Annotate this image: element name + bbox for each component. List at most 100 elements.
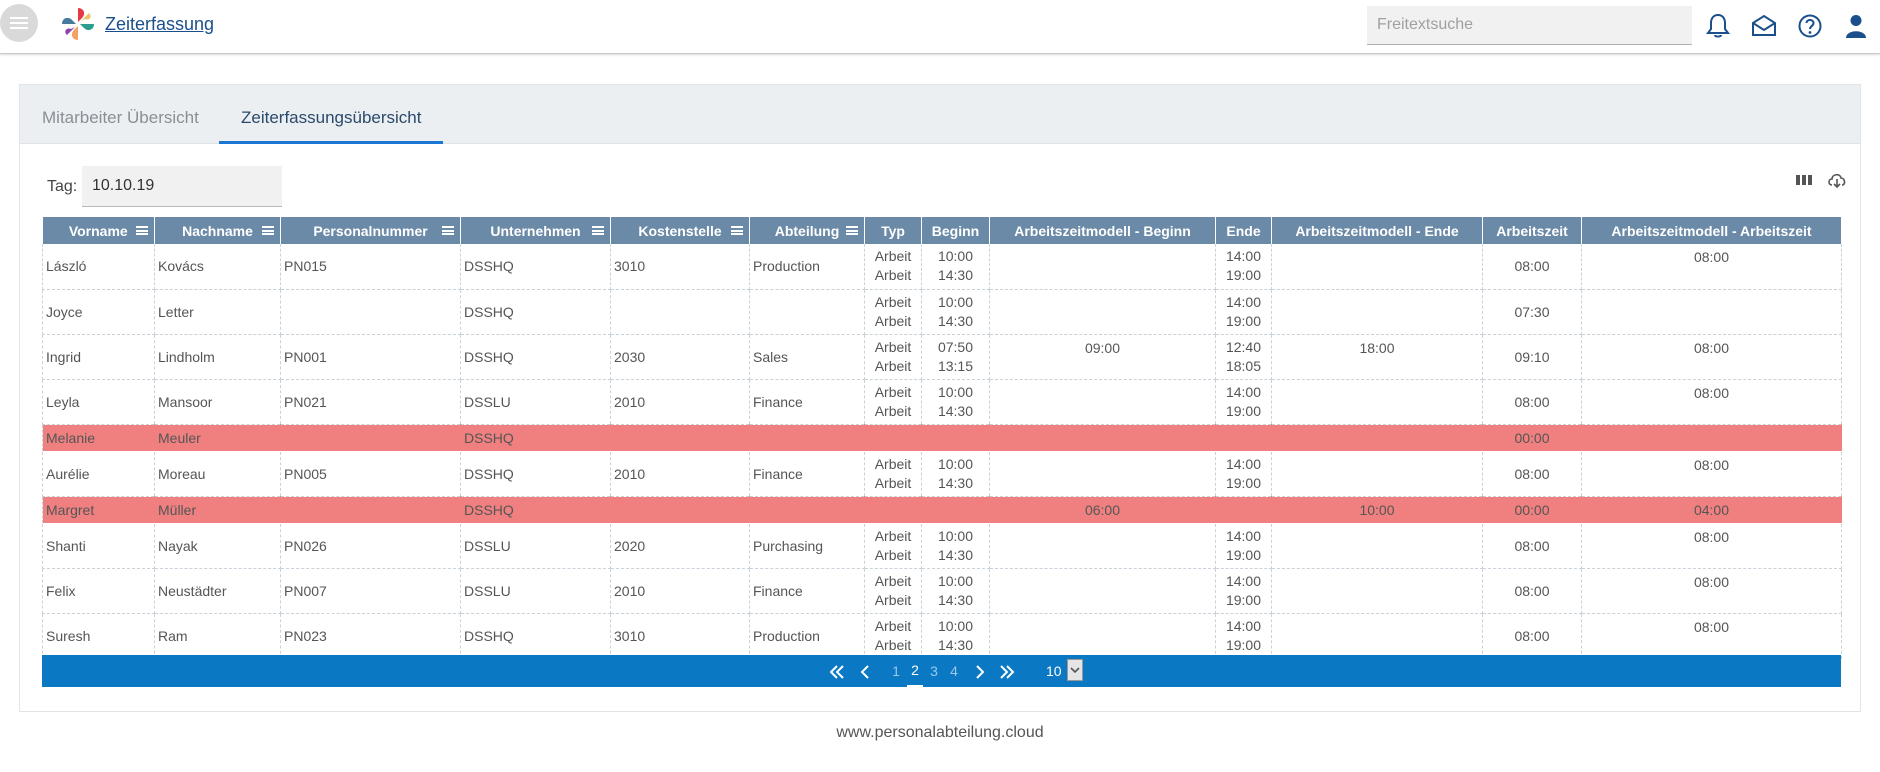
cell-azm-arbeitszeit — [1581, 289, 1842, 335]
table-row[interactable]: Suresh Ram PN023 DSSHQ 3010 Production Arbeit A… — [42, 613, 1842, 659]
search-input[interactable] — [1367, 6, 1692, 45]
cell-beginn: 10:00 14:30 — [921, 289, 990, 335]
page-2[interactable]: 2 — [907, 655, 923, 687]
column-header[interactable]: Personalnummer — [280, 217, 461, 244]
cell-ende: 14:00 19:00 — [1215, 451, 1272, 497]
cell-typ: Arbeit Arbeit — [864, 379, 922, 425]
cell-typ — [864, 496, 922, 524]
app-title[interactable]: Zeiterfassung — [105, 14, 215, 34]
prev-page-icon[interactable] — [857, 655, 873, 687]
column-header-label: Abteilung — [774, 222, 840, 239]
column-header-label: Arbeitszeitmodell - Ende — [1295, 222, 1459, 239]
footer-text: www.personalabteilung.cloud — [836, 724, 1044, 741]
column-header-label: Ende — [1226, 222, 1261, 239]
cell-beginn: 10:00 14:30 — [921, 523, 990, 569]
column-header[interactable]: Arbeitszeit — [1482, 217, 1582, 244]
cell-ende — [1215, 496, 1272, 524]
menu-icon[interactable] — [0, 4, 38, 42]
column-header[interactable]: Vorname — [42, 217, 155, 244]
column-header-label: Kostenstelle — [638, 222, 722, 239]
cell-unternehmen: DSSHQ — [460, 244, 611, 290]
cell-typ-line: Arbeit — [874, 338, 912, 355]
column-header[interactable]: Nachname — [154, 217, 281, 244]
cell-azm-ende — [1271, 613, 1483, 659]
tab-bar: Mitarbeiter Übersicht Zeiterfassungsüber… — [20, 85, 1860, 144]
user-icon[interactable] — [1842, 12, 1870, 40]
cell-beginn-line: 10:00 — [937, 248, 974, 265]
column-header[interactable]: Unternehmen — [460, 217, 611, 244]
column-header[interactable]: Beginn — [921, 217, 990, 244]
cell-azm-ende — [1271, 379, 1483, 425]
cell-kostenstelle: 2010 — [610, 568, 750, 614]
column-header[interactable]: Kostenstelle — [610, 217, 750, 244]
table-row[interactable]: Shanti Nayak PN026 DSSLU 2020 Purchasing Arbei… — [42, 523, 1842, 569]
table-row[interactable]: László Kovács PN015 DSSHQ 3010 Production Arbe… — [42, 244, 1842, 290]
last-page-icon[interactable] — [997, 655, 1017, 687]
cell-typ: Arbeit Arbeit — [864, 289, 922, 335]
cell-arbeitszeit: 08:00 — [1482, 568, 1582, 614]
cell-unternehmen: DSSHQ — [460, 424, 611, 452]
table-row[interactable]: Joyce Letter DSSHQ Arbeit Arbeit 10:00 14:30 14… — [42, 289, 1842, 335]
cell-nachname: Ram — [154, 613, 281, 659]
cell-nachname: Mansoor — [154, 379, 281, 425]
cell-typ-line: Arbeit — [874, 402, 912, 419]
column-header-label: Vorname — [68, 222, 128, 239]
cell-arbeitszeit: 08:00 — [1482, 523, 1582, 569]
columns-icon[interactable] — [1793, 169, 1815, 191]
cell-beginn-line: 14:30 — [937, 267, 974, 284]
cell-beginn-line: 14:30 — [937, 591, 974, 608]
pagination-bar: 1 2 3 4 10 — [42, 655, 1841, 687]
page-size-value[interactable]: 10 — [1046, 663, 1062, 679]
help-icon[interactable] — [1796, 12, 1824, 40]
column-header[interactable]: Arbeitszeitmodell - Beginn — [989, 217, 1216, 244]
first-page-icon[interactable] — [827, 655, 847, 687]
cell-nachname: Nayak — [154, 523, 281, 569]
next-page-icon[interactable] — [972, 655, 988, 687]
cell-ende: 14:00 19:00 — [1215, 379, 1272, 425]
tab-mitarbeiter-uebersicht[interactable]: Mitarbeiter Übersicht — [42, 108, 199, 127]
cell-azm-arbeitszeit: 08:00 — [1581, 244, 1842, 290]
cell-typ-line: Arbeit — [874, 383, 912, 400]
cell-azm-beginn — [989, 244, 1216, 290]
column-menu-icon[interactable] — [136, 226, 148, 235]
table-row[interactable]: Margret Müller DSSHQ 06:00 10:00 00:00 04:00 — [42, 496, 1842, 524]
column-header[interactable]: Typ — [864, 217, 922, 244]
page-4[interactable]: 4 — [950, 663, 958, 679]
cell-personalnummer: PN026 — [280, 523, 461, 569]
cell-beginn-line: 14:30 — [937, 402, 974, 419]
column-menu-icon[interactable] — [262, 226, 274, 235]
column-header[interactable]: Ende — [1215, 217, 1272, 244]
cell-ende: 14:00 19:00 — [1215, 568, 1272, 614]
column-menu-icon[interactable] — [592, 226, 604, 235]
column-header[interactable]: Arbeitszeitmodell - Arbeitszeit — [1581, 217, 1842, 244]
column-menu-icon[interactable] — [846, 226, 858, 235]
cell-ende-line: 14:00 — [1225, 617, 1262, 634]
table-row[interactable]: Ingrid Lindholm PN001 DSSHQ 2030 Sales Arbeit A… — [42, 334, 1842, 380]
column-menu-icon[interactable] — [731, 226, 743, 235]
cloud-download-icon[interactable] — [1826, 169, 1848, 191]
logo-icon — [62, 8, 94, 40]
cell-ende: 14:00 19:00 — [1215, 244, 1272, 290]
table-row[interactable]: Felix Neustädter PN007 DSSLU 2010 Finance Arbe… — [42, 568, 1842, 614]
cell-typ: Arbeit Arbeit — [864, 568, 922, 614]
column-header[interactable]: Abteilung — [749, 217, 865, 244]
mail-icon[interactable] — [1750, 12, 1778, 40]
page-3[interactable]: 3 — [930, 663, 938, 679]
column-menu-icon[interactable] — [442, 226, 454, 235]
table-row[interactable]: Melanie Meuler DSSHQ 00:00 — [42, 424, 1842, 452]
cell-abteilung: Production — [749, 244, 865, 290]
cell-ende-line: 18:05 — [1225, 357, 1262, 374]
tab-zeiterfassungsuebersicht[interactable]: Zeiterfassungsübersicht — [219, 85, 444, 144]
cell-ende: 14:00 19:00 — [1215, 289, 1272, 335]
main-card: Mitarbeiter Übersicht Zeiterfassungsüber… — [19, 84, 1861, 712]
page-1[interactable]: 1 — [892, 663, 900, 679]
chevron-down-icon[interactable] — [1067, 659, 1083, 681]
bell-icon[interactable] — [1704, 12, 1732, 40]
tag-date-input[interactable] — [82, 166, 282, 207]
table-row[interactable]: Leyla Mansoor PN021 DSSLU 2010 Finance Arbeit A… — [42, 379, 1842, 425]
table-row[interactable]: Aurélie Moreau PN005 DSSHQ 2010 Finance Arbeit… — [42, 451, 1842, 497]
column-header[interactable]: Arbeitszeitmodell - Ende — [1271, 217, 1483, 244]
cell-beginn: 10:00 14:30 — [921, 613, 990, 659]
cell-ende-line: 19:00 — [1225, 474, 1262, 491]
cell-abteilung: Purchasing — [749, 523, 865, 569]
